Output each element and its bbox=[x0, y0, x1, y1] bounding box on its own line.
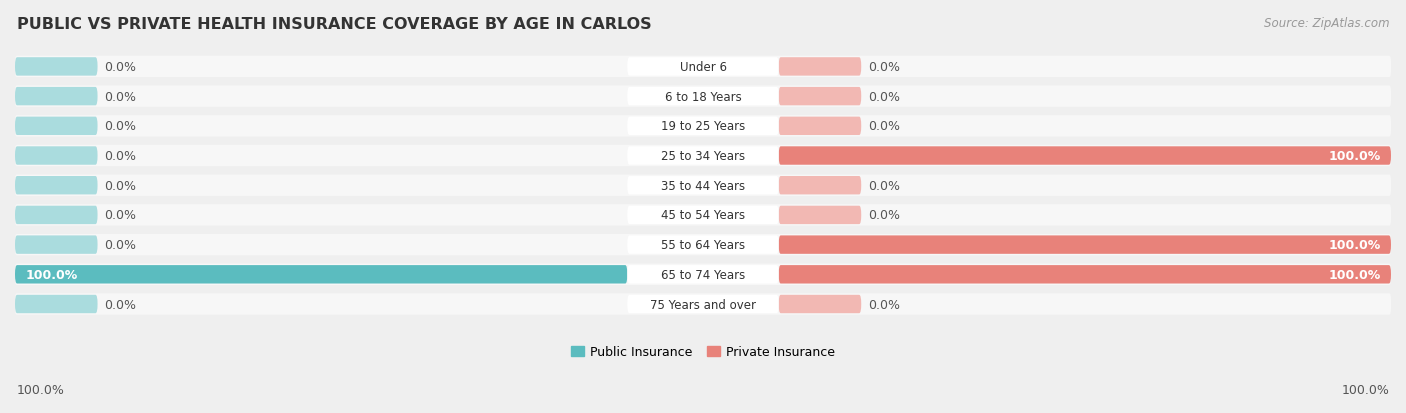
FancyBboxPatch shape bbox=[15, 147, 97, 165]
FancyBboxPatch shape bbox=[779, 58, 862, 76]
FancyBboxPatch shape bbox=[15, 266, 627, 284]
Text: 65 to 74 Years: 65 to 74 Years bbox=[661, 268, 745, 281]
Text: 6 to 18 Years: 6 to 18 Years bbox=[665, 90, 741, 103]
Text: Under 6: Under 6 bbox=[679, 61, 727, 74]
FancyBboxPatch shape bbox=[627, 295, 779, 313]
FancyBboxPatch shape bbox=[15, 206, 97, 225]
Text: 0.0%: 0.0% bbox=[104, 150, 136, 163]
Text: 100.0%: 100.0% bbox=[25, 268, 77, 281]
FancyBboxPatch shape bbox=[15, 295, 97, 313]
FancyBboxPatch shape bbox=[627, 236, 779, 254]
Text: 19 to 25 Years: 19 to 25 Years bbox=[661, 120, 745, 133]
FancyBboxPatch shape bbox=[627, 88, 779, 106]
Text: 0.0%: 0.0% bbox=[104, 61, 136, 74]
Text: 35 to 44 Years: 35 to 44 Years bbox=[661, 179, 745, 192]
FancyBboxPatch shape bbox=[15, 57, 1391, 78]
Text: 0.0%: 0.0% bbox=[868, 298, 900, 311]
FancyBboxPatch shape bbox=[15, 58, 97, 76]
Text: Source: ZipAtlas.com: Source: ZipAtlas.com bbox=[1264, 17, 1389, 29]
FancyBboxPatch shape bbox=[15, 205, 1391, 226]
Legend: Public Insurance, Private Insurance: Public Insurance, Private Insurance bbox=[571, 346, 835, 358]
FancyBboxPatch shape bbox=[627, 117, 779, 136]
Text: 100.0%: 100.0% bbox=[1341, 384, 1389, 396]
Text: 75 Years and over: 75 Years and over bbox=[650, 298, 756, 311]
Text: 0.0%: 0.0% bbox=[104, 90, 136, 103]
Text: 0.0%: 0.0% bbox=[104, 179, 136, 192]
FancyBboxPatch shape bbox=[627, 266, 779, 284]
FancyBboxPatch shape bbox=[15, 294, 1391, 315]
FancyBboxPatch shape bbox=[779, 117, 862, 136]
Text: 100.0%: 100.0% bbox=[17, 384, 65, 396]
FancyBboxPatch shape bbox=[627, 177, 779, 195]
FancyBboxPatch shape bbox=[15, 177, 97, 195]
FancyBboxPatch shape bbox=[779, 88, 862, 106]
FancyBboxPatch shape bbox=[627, 58, 779, 76]
Text: 0.0%: 0.0% bbox=[104, 209, 136, 222]
FancyBboxPatch shape bbox=[779, 147, 1391, 165]
Text: 0.0%: 0.0% bbox=[104, 239, 136, 252]
FancyBboxPatch shape bbox=[15, 175, 1391, 197]
FancyBboxPatch shape bbox=[779, 177, 862, 195]
FancyBboxPatch shape bbox=[15, 117, 97, 136]
Text: 100.0%: 100.0% bbox=[1329, 150, 1381, 163]
Text: 0.0%: 0.0% bbox=[104, 120, 136, 133]
FancyBboxPatch shape bbox=[779, 206, 862, 225]
FancyBboxPatch shape bbox=[15, 88, 97, 106]
FancyBboxPatch shape bbox=[779, 236, 1391, 254]
Text: 0.0%: 0.0% bbox=[104, 298, 136, 311]
Text: 55 to 64 Years: 55 to 64 Years bbox=[661, 239, 745, 252]
FancyBboxPatch shape bbox=[15, 116, 1391, 137]
FancyBboxPatch shape bbox=[779, 266, 1391, 284]
FancyBboxPatch shape bbox=[15, 264, 1391, 285]
Text: PUBLIC VS PRIVATE HEALTH INSURANCE COVERAGE BY AGE IN CARLOS: PUBLIC VS PRIVATE HEALTH INSURANCE COVER… bbox=[17, 17, 651, 31]
Text: 0.0%: 0.0% bbox=[868, 209, 900, 222]
Text: 100.0%: 100.0% bbox=[1329, 239, 1381, 252]
FancyBboxPatch shape bbox=[15, 234, 1391, 256]
FancyBboxPatch shape bbox=[15, 145, 1391, 167]
Text: 0.0%: 0.0% bbox=[868, 179, 900, 192]
Text: 100.0%: 100.0% bbox=[1329, 268, 1381, 281]
Text: 45 to 54 Years: 45 to 54 Years bbox=[661, 209, 745, 222]
FancyBboxPatch shape bbox=[627, 206, 779, 225]
FancyBboxPatch shape bbox=[779, 295, 862, 313]
FancyBboxPatch shape bbox=[627, 147, 779, 165]
Text: 0.0%: 0.0% bbox=[868, 61, 900, 74]
Text: 0.0%: 0.0% bbox=[868, 90, 900, 103]
Text: 0.0%: 0.0% bbox=[868, 120, 900, 133]
Text: 25 to 34 Years: 25 to 34 Years bbox=[661, 150, 745, 163]
FancyBboxPatch shape bbox=[15, 86, 1391, 107]
FancyBboxPatch shape bbox=[15, 236, 97, 254]
